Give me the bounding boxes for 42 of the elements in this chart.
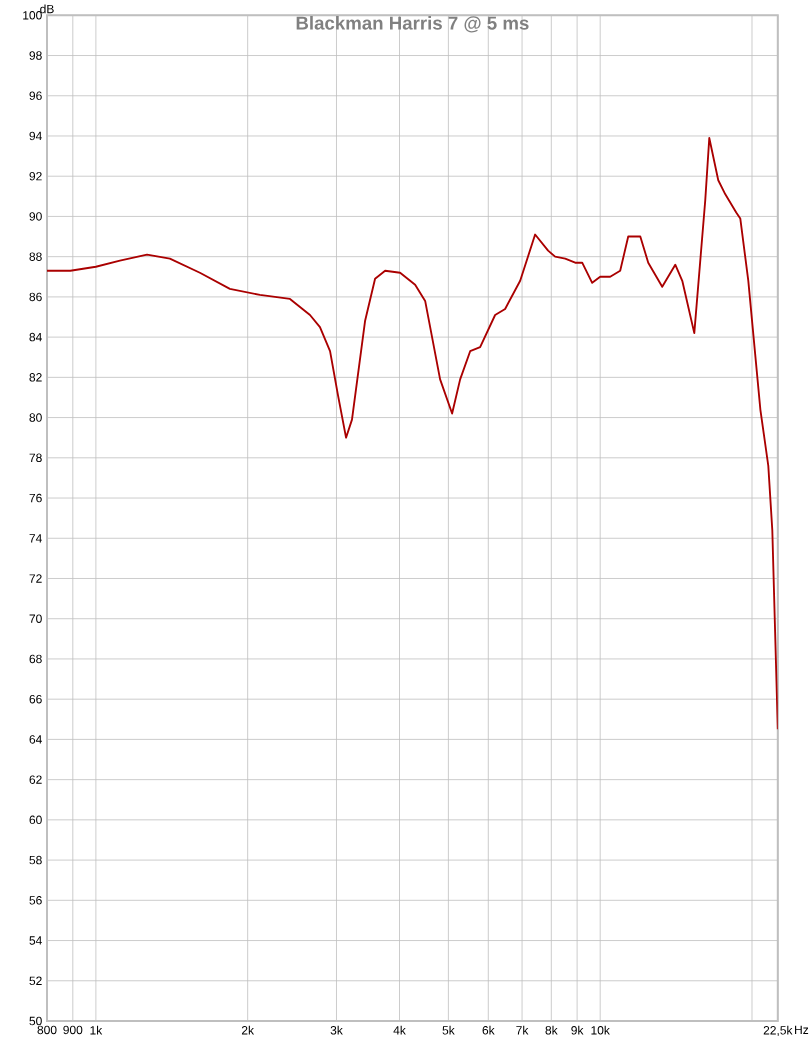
y-tick-label: 98 [29,51,42,60]
y-tick-label: 50 [29,1016,42,1026]
y-tick-label: 60 [29,815,42,825]
x-tick-label: 900 [63,1025,83,1035]
y-tick-label: 68 [29,654,42,664]
y-axis-title: dB [40,4,54,14]
y-tick-label: 80 [29,413,42,422]
y-tick-label: 56 [29,896,42,905]
y-tick-label: 100 [23,11,42,20]
y-tick-label: 72 [29,574,42,583]
y-tick-label: 76 [29,493,42,503]
y-tick-label: 78 [29,453,42,463]
x-tick-label: 8k [545,1025,558,1035]
x-tick-label: 7k [516,1025,529,1035]
y-tick-label: 58 [29,855,42,865]
y-tick-label: 92 [29,171,42,181]
x-tick-label: 5k [442,1025,455,1035]
x-axis-title: Hz [795,1025,809,1034]
y-tick-label: 52 [29,976,42,986]
y-tick-label: 86 [29,292,42,302]
x-tick-label: 800 [37,1025,57,1035]
y-tick-label: 84 [29,332,43,342]
y-tick-label: 94 [29,131,43,141]
x-tick-label: 9k [571,1025,584,1035]
y-tick-label: 54 [29,936,43,945]
y-tick-label: 62 [29,775,42,784]
y-tick-label: 88 [29,252,42,261]
x-tick-label: 22,5k [763,1025,793,1036]
y-tick-label: 90 [29,212,42,221]
x-tick-label: 6k [482,1025,495,1035]
y-tick-label: 66 [29,694,42,704]
chart-title: Blackman Harris 7 @ 5 ms [296,16,529,33]
x-tick-label: 1k [90,1025,103,1035]
y-tick-label: 70 [29,614,42,623]
x-tick-label: 10k [591,1025,611,1035]
x-tick-label: 2k [242,1025,255,1035]
y-tick-label: 96 [29,91,42,101]
x-tick-label: 3k [330,1025,343,1035]
y-tick-label: 82 [29,373,42,382]
y-tick-label: 74 [29,534,43,543]
x-tick-label: 4k [393,1025,406,1035]
y-tick-label: 64 [29,735,43,744]
